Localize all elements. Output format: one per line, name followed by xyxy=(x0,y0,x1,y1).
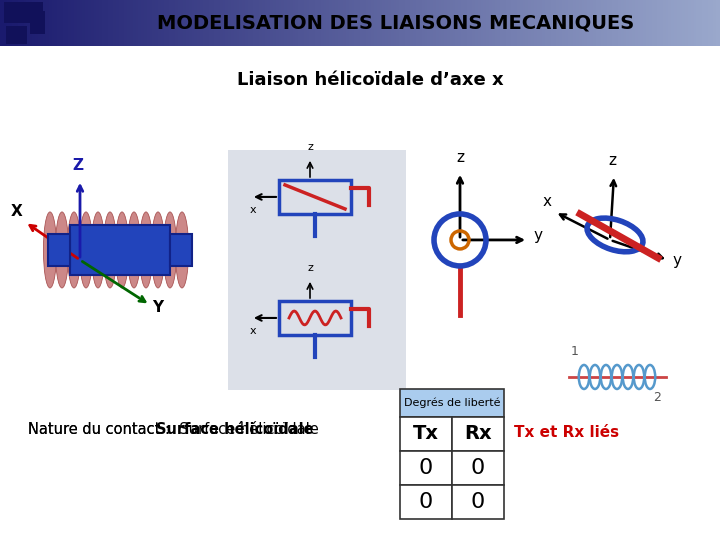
Text: 0: 0 xyxy=(419,458,433,478)
Bar xyxy=(452,485,504,519)
Bar xyxy=(30,11,45,35)
Bar xyxy=(4,2,43,23)
Ellipse shape xyxy=(176,212,189,288)
Text: Nature du contact :  Surface hélicoïdale: Nature du contact : Surface hélicoïdale xyxy=(28,422,319,437)
Bar xyxy=(400,417,452,451)
Text: z: z xyxy=(608,153,616,168)
Text: y: y xyxy=(672,253,682,268)
Bar xyxy=(48,234,70,266)
Text: Degrés de liberté: Degrés de liberté xyxy=(404,398,500,408)
Bar xyxy=(170,234,192,266)
Bar xyxy=(6,26,27,44)
Text: Z: Z xyxy=(73,158,84,173)
Bar xyxy=(279,180,351,214)
Text: Y: Y xyxy=(153,300,163,315)
Bar xyxy=(279,301,351,335)
Bar xyxy=(400,485,452,519)
Text: 1: 1 xyxy=(570,345,578,358)
Text: Liaison hélicoïdale d’axe x: Liaison hélicoïdale d’axe x xyxy=(237,71,503,89)
Text: z: z xyxy=(307,142,313,152)
Ellipse shape xyxy=(68,212,81,288)
Ellipse shape xyxy=(127,212,140,288)
Text: x: x xyxy=(542,194,552,209)
Text: X: X xyxy=(11,204,23,219)
Ellipse shape xyxy=(91,212,104,288)
Ellipse shape xyxy=(43,212,57,288)
Text: y: y xyxy=(534,228,542,243)
Ellipse shape xyxy=(104,212,117,288)
Bar xyxy=(400,389,504,417)
Text: Nature du contact :: Nature du contact : xyxy=(28,422,179,437)
Bar xyxy=(452,451,504,485)
Text: x: x xyxy=(250,205,256,215)
Bar xyxy=(228,150,406,390)
Bar xyxy=(70,225,170,275)
Text: Surface hélicoïdale: Surface hélicoïdale xyxy=(156,422,314,437)
Bar xyxy=(400,451,452,485)
Text: 0: 0 xyxy=(471,492,485,512)
Ellipse shape xyxy=(79,212,93,288)
Text: 0: 0 xyxy=(471,458,485,478)
Text: z: z xyxy=(456,150,464,165)
Text: x: x xyxy=(250,326,256,336)
Text: Rx: Rx xyxy=(464,424,492,443)
Ellipse shape xyxy=(140,212,153,288)
Bar xyxy=(452,417,504,451)
Text: 0: 0 xyxy=(419,492,433,512)
Text: Tx: Tx xyxy=(413,424,439,443)
Ellipse shape xyxy=(163,212,176,288)
Ellipse shape xyxy=(55,212,68,288)
Text: 2: 2 xyxy=(654,391,662,404)
Text: Tx et Rx liés: Tx et Rx liés xyxy=(514,426,619,441)
Text: MODELISATION DES LIAISONS MECANIQUES: MODELISATION DES LIAISONS MECANIQUES xyxy=(158,14,634,32)
Ellipse shape xyxy=(115,212,129,288)
Ellipse shape xyxy=(151,212,165,288)
Text: z: z xyxy=(307,263,313,273)
